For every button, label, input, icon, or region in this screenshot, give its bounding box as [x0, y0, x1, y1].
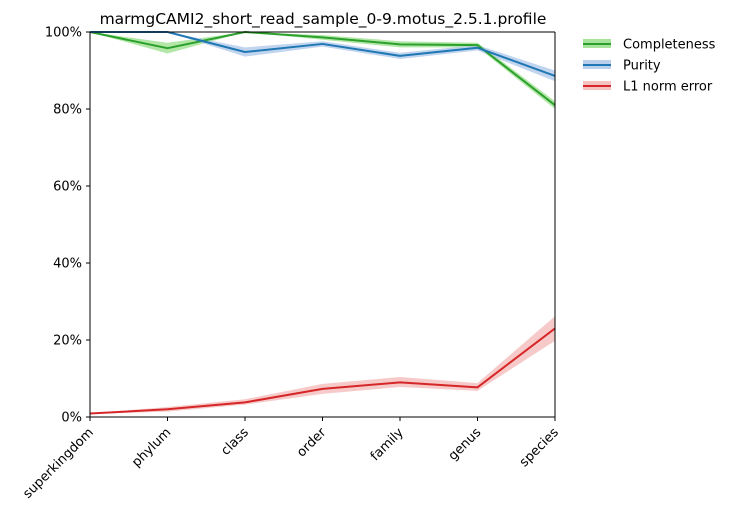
y-tick-label: 20% — [53, 334, 82, 349]
band-0 — [90, 32, 555, 109]
y-tick-label: 0% — [61, 411, 82, 426]
legend-label: L1 norm error — [623, 80, 713, 95]
legend: Completeness Purity L1 norm error — [583, 38, 716, 95]
y-tick-label: 80% — [53, 103, 82, 118]
series-line-2 — [89, 327, 556, 415]
y-tick-label: 60% — [53, 180, 82, 195]
x-tick-label: order — [294, 425, 330, 461]
legend-label: Purity — [623, 59, 661, 74]
band-1 — [90, 32, 555, 82]
series-lines — [89, 31, 556, 415]
legend-label: Completeness — [623, 38, 716, 53]
x-tick-label: genus — [446, 425, 485, 464]
y-tick-label: 40% — [53, 257, 82, 272]
chart-title: marmgCAMI2_short_read_sample_0-9.motus_2… — [100, 10, 547, 29]
x-tick-label: species — [517, 425, 562, 470]
axes: 0% 20% 40% 60% 80% 100% superkingdom phylum clas… — [20, 26, 562, 502]
confidence-bands — [90, 32, 555, 414]
x-tick-label: family — [368, 425, 407, 464]
y-tick-label: 100% — [45, 26, 82, 41]
x-tick-label: superkingdom — [20, 425, 96, 501]
x-tick-label: phylum — [129, 425, 174, 470]
x-tick-label: class — [218, 425, 252, 459]
band-2 — [90, 316, 555, 414]
